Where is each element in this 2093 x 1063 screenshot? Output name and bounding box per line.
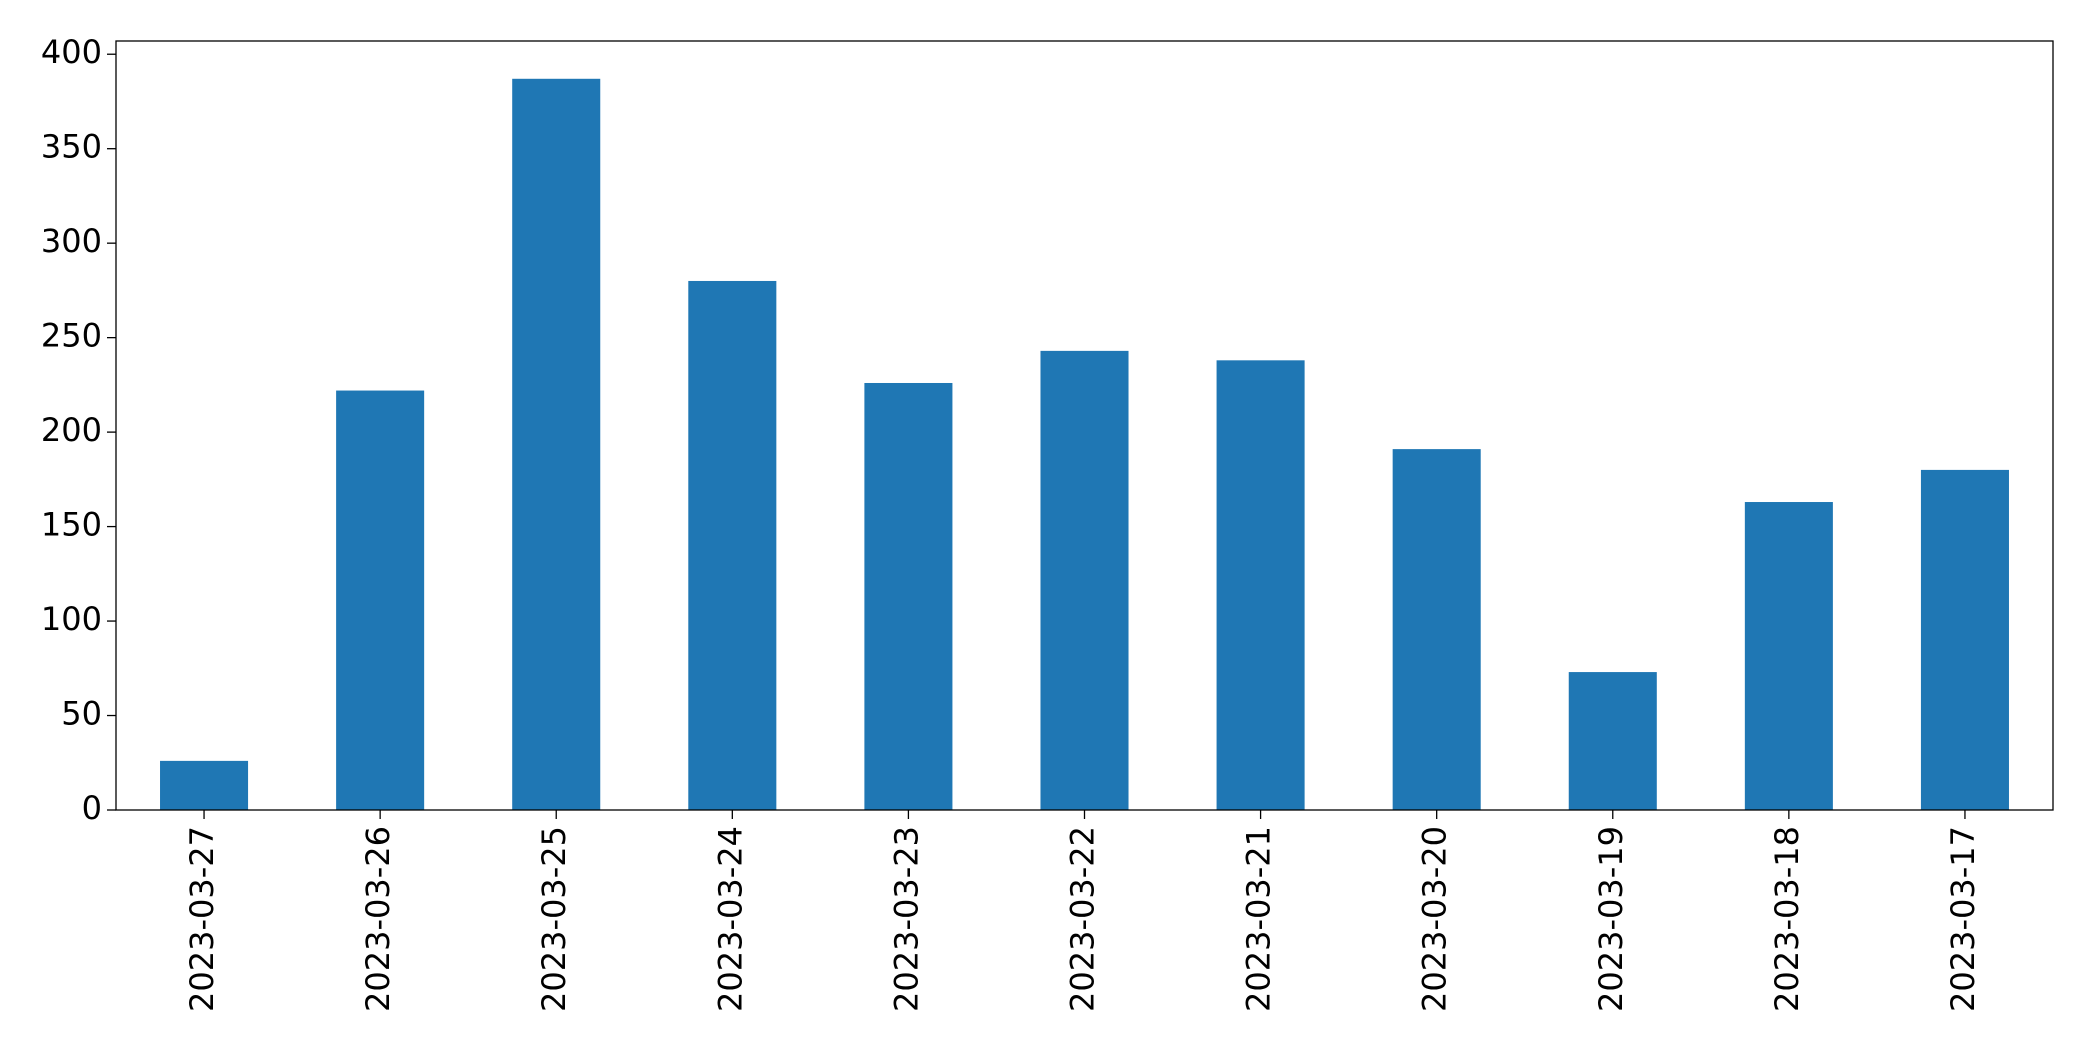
y-tick-label: 250 — [41, 317, 102, 355]
bar — [512, 78, 601, 810]
y-tick-label: 100 — [41, 600, 102, 638]
x-tick-label: 2023-03-24 — [711, 826, 749, 1012]
bar — [1040, 350, 1129, 810]
x-tick-label: 2023-03-20 — [1416, 826, 1454, 1012]
bar — [1920, 469, 2009, 810]
bar — [160, 760, 249, 810]
y-tick-label: 150 — [41, 506, 102, 544]
y-tick-label: 350 — [41, 128, 102, 166]
bar — [1568, 672, 1657, 810]
bar — [1216, 360, 1305, 810]
y-tick-label: 400 — [41, 33, 102, 71]
x-tick-label: 2023-03-21 — [1240, 826, 1278, 1012]
bar — [1392, 449, 1481, 810]
y-tick-label: 50 — [61, 695, 102, 733]
x-tick-label: 2023-03-17 — [1944, 826, 1982, 1012]
x-tick-label: 2023-03-25 — [535, 826, 573, 1012]
x-tick-label: 2023-03-26 — [359, 826, 397, 1012]
bar — [864, 382, 953, 810]
y-tick-label: 300 — [41, 222, 102, 260]
bar — [688, 280, 777, 810]
bar — [1744, 502, 1833, 810]
x-tick-label: 2023-03-22 — [1064, 826, 1102, 1012]
bar — [336, 390, 425, 810]
y-tick-label: 200 — [41, 411, 102, 449]
plot-frame — [115, 40, 2054, 811]
x-tick-label: 2023-03-18 — [1768, 826, 1806, 1012]
y-tick-label: 0 — [82, 789, 102, 827]
x-tick-label: 2023-03-19 — [1592, 826, 1630, 1012]
x-tick-label: 2023-03-27 — [183, 826, 221, 1012]
x-tick-label: 2023-03-23 — [887, 826, 925, 1012]
